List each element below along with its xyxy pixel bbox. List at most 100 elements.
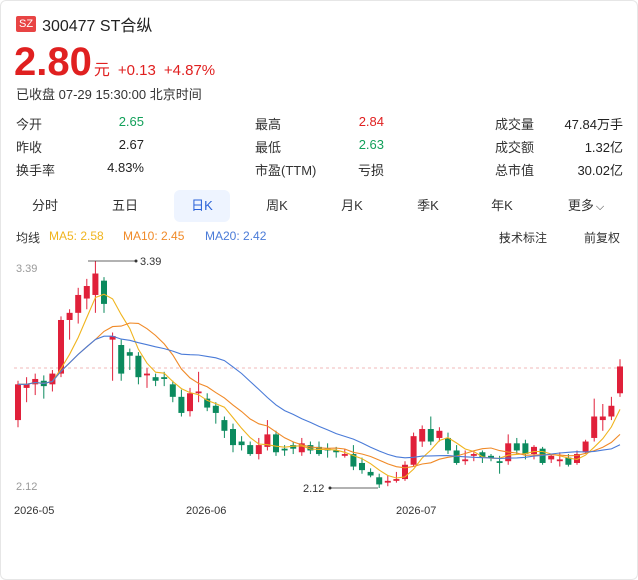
ma-label: 均线 [16, 231, 41, 245]
candle-body [410, 436, 417, 465]
open-value: 2.65 [118, 114, 144, 129]
candle-body [204, 398, 211, 408]
candle-body [281, 448, 288, 451]
pe-value: 亏损 [357, 163, 384, 178]
ma10-value: MA10: 2.45 [123, 229, 185, 243]
market-status: 已收盘 07-29 15:30:00 北京时间 [16, 87, 202, 102]
candle-body [470, 454, 477, 456]
price-change: +0.13 [117, 62, 156, 79]
tab-five-day[interactable]: 五日 [111, 198, 138, 213]
candle-body [264, 434, 271, 447]
candle-body [230, 429, 236, 446]
candle-body [402, 464, 408, 480]
candle-body [436, 430, 443, 438]
candle-body [273, 434, 279, 453]
price-unit: 元 [93, 62, 110, 79]
open-label: 今开 [16, 117, 43, 132]
candle-body [66, 312, 73, 320]
candle-body [169, 384, 176, 397]
candle-body [32, 378, 39, 385]
pe-label: 市盈(TTM) [255, 163, 317, 178]
candle-body [367, 471, 374, 476]
candle-body [479, 452, 486, 458]
market-cap-value: 30.02亿 [577, 163, 623, 178]
adjust-toggle[interactable]: 前复权 [584, 231, 621, 245]
candle-body [350, 454, 357, 467]
prev-close-label: 昨收 [16, 140, 43, 155]
tab-weekly-k[interactable]: 周K [266, 198, 288, 213]
candle-body [118, 345, 125, 374]
candle-body [556, 459, 563, 462]
candle-body [212, 405, 219, 413]
tab-daily-k[interactable]: 日K [174, 190, 230, 222]
candlestick-chart[interactable]: 3.39 2.12 3.39 2.12 2026-05 2026-06 2026… [0, 250, 638, 528]
header: SZ 300477 ST合纵 [16, 12, 152, 36]
candle-body [109, 336, 116, 340]
candle-body [599, 416, 606, 421]
max-marker: 3.39 [88, 256, 161, 268]
candle-body [531, 446, 537, 455]
candle-body [548, 455, 555, 460]
amount-value: 1.32亿 [584, 140, 623, 155]
candle-body [393, 479, 400, 481]
tab-intraday[interactable]: 分时 [31, 198, 58, 213]
candle-body [582, 441, 589, 453]
high-value: 2.84 [358, 114, 384, 129]
candle-body [126, 352, 133, 356]
market-badge: SZ [16, 16, 37, 32]
candle-body [290, 445, 297, 449]
candle-body [496, 461, 503, 463]
candle-body [427, 429, 434, 442]
turnover-label: 换手率 [16, 163, 56, 178]
prev-close-value: 2.67 [118, 137, 144, 152]
candle-body [591, 416, 598, 438]
candle-body [574, 454, 580, 463]
volume-value: 47.84万手 [564, 117, 623, 132]
tech-annotation-label: 技术标注 [499, 231, 548, 245]
high-label: 最高 [255, 117, 282, 132]
candle-body [92, 273, 99, 295]
candle-body [419, 429, 426, 442]
candle-body [462, 459, 469, 462]
chevron-down-icon: ⌵ [595, 201, 605, 213]
candle-body [144, 373, 150, 376]
tab-monthly-k[interactable]: 月K [341, 198, 363, 213]
candle-body [49, 373, 56, 385]
max-price-label: 3.39 [140, 256, 161, 268]
candle-body [513, 443, 520, 451]
turnover-value: 4.83% [107, 160, 144, 175]
trend-icon: 〜 [499, 233, 509, 244]
candle-body [247, 445, 254, 455]
x-axis-date-label: 2026-06 [186, 505, 226, 517]
candle-body [238, 441, 245, 446]
candle-body [23, 384, 30, 388]
tab-quarterly-k[interactable]: 季K [417, 198, 439, 213]
candle-body [307, 445, 314, 451]
candle-body [488, 455, 494, 458]
amount-label: 成交额 [495, 140, 535, 155]
candle-body [384, 480, 391, 483]
candle-body [161, 377, 168, 379]
candle-body [522, 443, 529, 455]
candle-body [333, 450, 340, 453]
candle-body [75, 294, 82, 313]
candle-body [135, 355, 142, 378]
candle-body [152, 377, 159, 381]
stock-title[interactable]: 300477 ST合纵 [42, 18, 153, 35]
candle-body [58, 319, 64, 374]
candle-body [187, 393, 193, 412]
period-tabs: 分时 五日 日K 周K 月K 季K 年K 更多 ⌵ [12, 190, 626, 222]
candle-body [565, 457, 572, 465]
candle-body [376, 477, 383, 485]
tab-yearly-k[interactable]: 年K [491, 198, 513, 213]
x-axis-date-label: 2026-05 [14, 505, 54, 517]
candle-body [221, 420, 228, 431]
y-axis-min-label: 2.12 [16, 481, 37, 493]
low-label: 最低 [255, 140, 282, 155]
candle-body [445, 437, 451, 451]
tab-more[interactable]: 更多 ⌵ [556, 190, 616, 222]
candle-body [178, 396, 185, 413]
candle-body [359, 462, 365, 471]
candle-body [101, 280, 107, 304]
candle-body [316, 446, 322, 455]
